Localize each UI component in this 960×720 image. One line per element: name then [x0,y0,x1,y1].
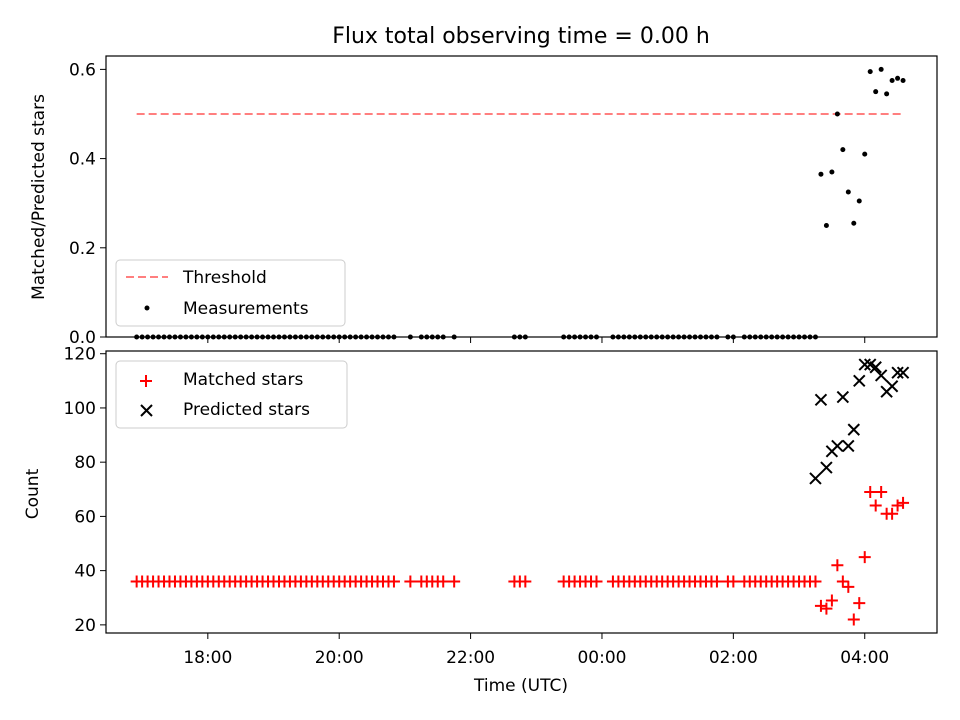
matched-star-point [886,507,899,520]
top-y-axis-label: Matched/Predicted stars [29,94,49,300]
matched-star-point [875,486,888,498]
predicted-star-point [891,366,904,379]
measurement-point [856,198,862,204]
x-tick-label: 02:00 [709,648,758,668]
measurement-point [845,189,851,195]
measurements-legend-swatch [144,305,150,311]
matched-star-point [853,597,866,610]
bottom-y-tick-label: 20 [74,616,96,636]
top-y-tick-label: 0.4 [69,150,96,170]
matched-star-point [727,575,740,588]
top-y-tick-label: 0.6 [69,60,96,80]
measurement-point [867,69,873,75]
matched-star-point [387,575,400,588]
predicted-star-point [874,369,888,382]
measurement-point [900,78,906,84]
threshold-legend-label: Threshold [182,268,267,288]
matched-star-point [448,575,461,588]
predicted-star-point [842,439,855,453]
predicted-star-point [853,374,866,388]
bottom-marks [130,358,910,626]
matched-star-point [825,594,838,607]
matched-star-point [831,559,844,572]
bottom-y-tick-label: 100 [64,399,96,419]
bottom-legend: Matched stars Predicted stars [115,360,348,429]
predicted-legend-label: Predicted stars [183,400,310,420]
matched-star-point [820,602,833,615]
bottom-y-tick-label: 60 [74,507,96,527]
matched-star-point [590,575,603,588]
x-tick-label: 04:00 [840,648,889,668]
predicted-star-point [831,439,844,453]
top-legend: Threshold Measurements [115,259,346,327]
matched-legend-swatch [140,375,152,387]
predicted-legend-swatch [140,404,153,417]
top-y-ticks: 0.0 0.2 0.4 0.6 [69,60,106,348]
matched-star-point [864,486,877,498]
bottom-y-axis-label: Count [23,468,43,519]
matched-star-point [404,575,417,588]
bottom-x-ticks: 18:00 20:00 22:00 00:00 02:00 04:00 [183,633,889,668]
x-tick-label: 22:00 [446,648,495,668]
matched-star-point [809,575,822,588]
bottom-y-tick-label: 40 [74,562,96,582]
bottom-legend-box [115,360,348,429]
measurement-point [818,171,824,177]
predicted-star-point [847,423,860,436]
top-panel: 0.0 0.2 0.4 0.6 Matched/Predicted stars Thr… [29,55,938,348]
measurement-point [873,89,879,95]
matched-star-point [814,599,827,612]
matched-star-point [842,580,855,593]
matched-star-point [869,499,882,512]
matched-star-point [710,575,723,588]
measurement-point [878,66,884,72]
x-tick-label: 20:00 [315,648,364,668]
matched-star-point [519,575,532,588]
x-axis-label: Time (UTC) [473,676,568,696]
matched-star-point [847,613,860,626]
top-x-ticks [207,337,866,343]
measurement-point [884,91,890,97]
measurement-point [834,111,840,117]
measurement-point [889,78,895,84]
matched-star-point [437,575,450,588]
predicted-star-point [885,380,899,393]
top-axes-frame [105,55,938,338]
matched-star-point [858,551,871,564]
bottom-axes-frame [105,350,938,634]
measurement-point [851,220,857,226]
matched-legend-label: Matched stars [183,370,303,390]
measurement-point [895,75,901,81]
matched-star-point [891,499,904,512]
predicted-star-point [858,358,871,371]
measurement-point [840,147,846,153]
bottom-panel: 20 40 60 80 100 120 18:00 20:00 22:00 00:00 02:00… [23,345,938,696]
chart-title: Flux total observing time = 0.00 h [332,24,710,49]
predicted-star-point [836,390,850,404]
x-tick-label: 00:00 [577,648,626,668]
top-y-tick-label: 0.2 [69,239,96,259]
measurements-legend-label: Measurements [183,299,309,319]
predicted-star-point [814,393,828,407]
predicted-star-point [869,361,882,374]
matched-star-point [836,575,849,588]
predicted-star-point [809,472,822,485]
bottom-y-ticks: 20 40 60 80 100 120 [64,345,106,636]
measurement-point [823,222,829,228]
top-y-tick-label: 0.0 [69,328,96,348]
bottom-y-tick-label: 80 [74,453,96,473]
matched-star-point [897,496,910,509]
predicted-star-point [820,461,833,474]
x-tick-label: 18:00 [183,648,232,668]
top-legend-box [115,259,346,327]
measurement-point [862,151,868,157]
predicted-star-point [896,366,910,379]
bottom-y-tick-label: 120 [64,345,96,365]
measurement-point [829,169,835,175]
